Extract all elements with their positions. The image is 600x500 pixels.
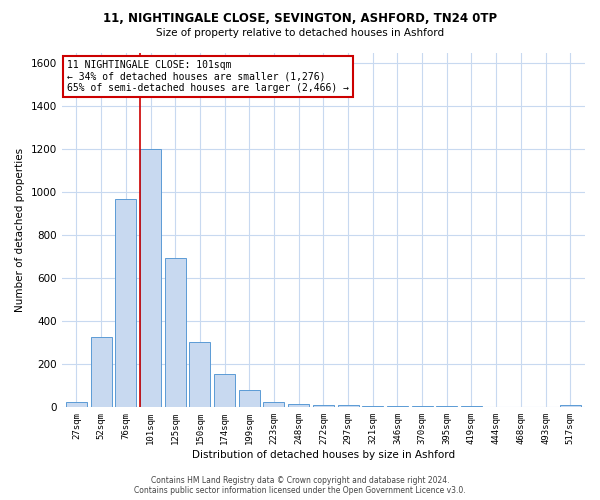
Bar [66,402,87,407]
Bar [239,390,260,407]
Text: Contains HM Land Registry data © Crown copyright and database right 2024.
Contai: Contains HM Land Registry data © Crown c… [134,476,466,495]
Text: 11, NIGHTINGALE CLOSE, SEVINGTON, ASHFORD, TN24 0TP: 11, NIGHTINGALE CLOSE, SEVINGTON, ASHFOR… [103,12,497,26]
Bar [485,406,506,408]
Bar [91,338,112,407]
Bar [461,406,482,408]
Text: Size of property relative to detached houses in Ashford: Size of property relative to detached ho… [156,28,444,38]
Bar [165,258,186,408]
Bar [288,404,309,407]
Bar [313,405,334,407]
Bar [190,342,211,407]
Text: 11 NIGHTINGALE CLOSE: 101sqm
← 34% of detached houses are smaller (1,276)
65% of: 11 NIGHTINGALE CLOSE: 101sqm ← 34% of de… [67,60,349,93]
Bar [214,374,235,408]
Bar [338,405,359,407]
Bar [140,150,161,408]
Y-axis label: Number of detached properties: Number of detached properties [15,148,25,312]
Bar [387,406,408,408]
X-axis label: Distribution of detached houses by size in Ashford: Distribution of detached houses by size … [192,450,455,460]
Bar [115,198,136,408]
Bar [263,402,284,407]
Bar [436,406,457,408]
Bar [412,406,433,408]
Bar [560,405,581,407]
Bar [362,406,383,408]
